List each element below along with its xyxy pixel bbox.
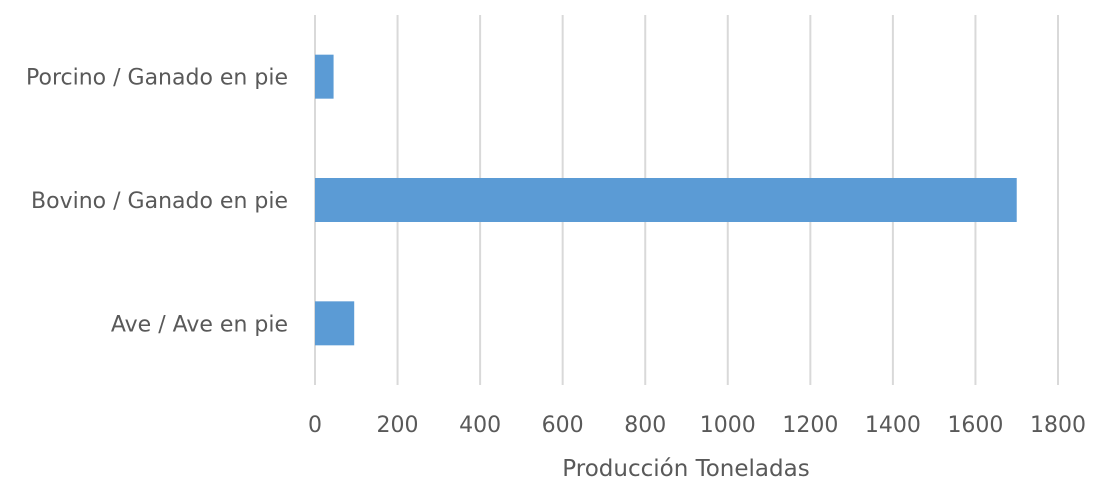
bar <box>315 301 355 346</box>
x-tick-label: 1800 <box>1030 413 1086 438</box>
x-tick-label: 0 <box>308 413 322 438</box>
x-tick-label: 400 <box>459 413 501 438</box>
x-tick-label: 800 <box>624 413 666 438</box>
x-tick-labels: 0 200 400 600 800 1000 1200 1400 1600 1800 <box>308 413 1086 438</box>
x-tick-label: 1400 <box>865 413 921 438</box>
x-tick-label: 600 <box>542 413 584 438</box>
category-label: Bovino / Ganado en pie <box>31 189 288 214</box>
category-label: Porcino / Ganado en pie <box>26 66 288 91</box>
bar <box>315 178 1017 222</box>
bar <box>315 54 334 99</box>
x-tick-label: 1000 <box>700 413 756 438</box>
x-tick-label: 1600 <box>947 413 1003 438</box>
x-tick-label: 1200 <box>782 413 838 438</box>
category-label: Ave / Ave en pie <box>111 312 288 337</box>
bars <box>315 54 1017 346</box>
x-tick-label: 200 <box>377 413 419 438</box>
x-axis-title: Producción Toneladas <box>562 456 809 481</box>
category-labels: Porcino / Ganado en pie Bovino / Ganado e… <box>26 66 288 338</box>
